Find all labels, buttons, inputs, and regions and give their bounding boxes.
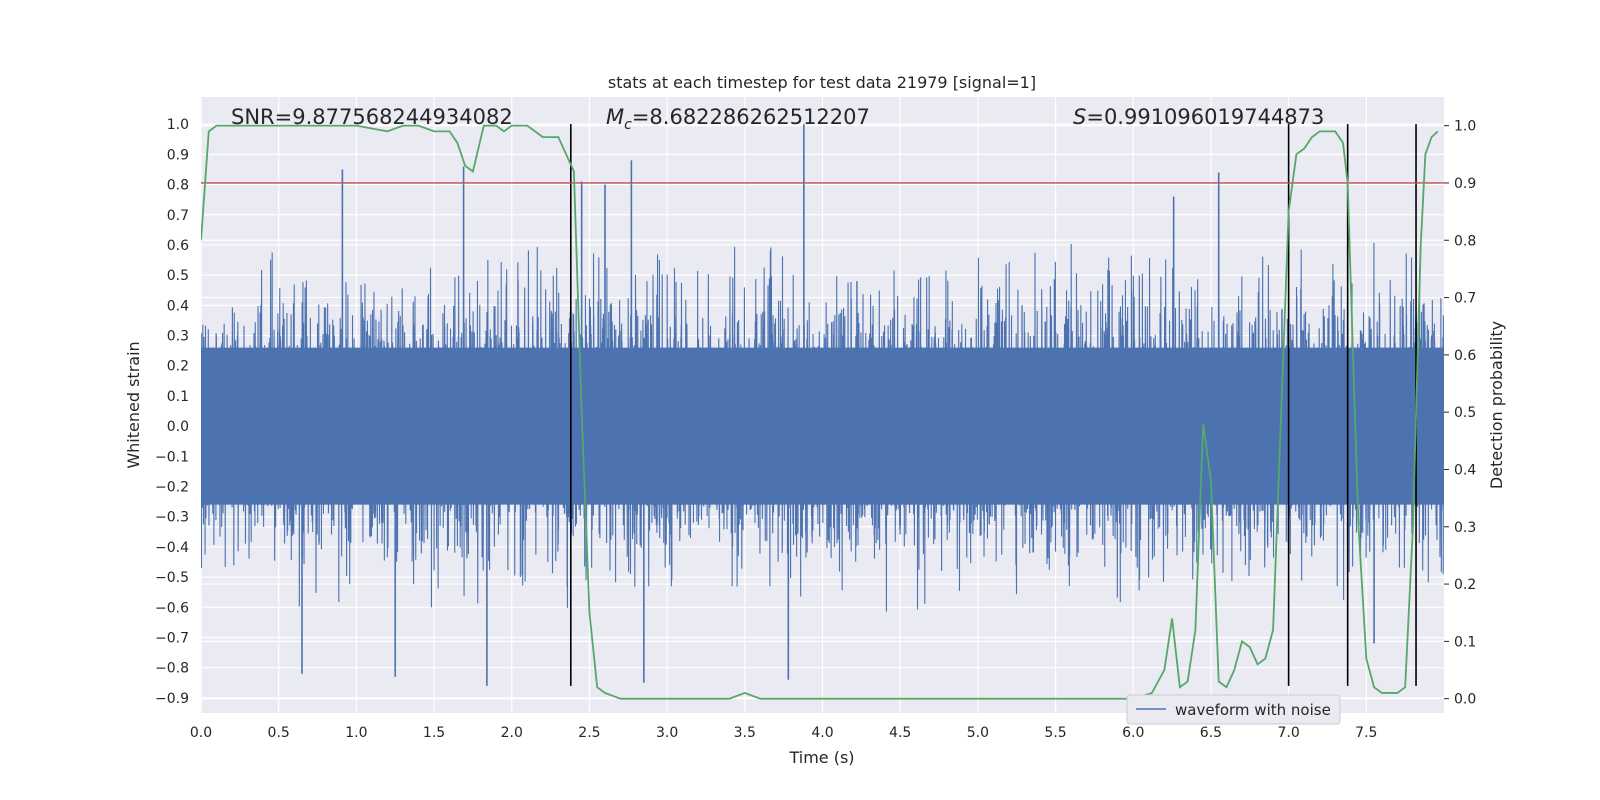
x-tick-label: 7.5 bbox=[1355, 725, 1377, 741]
x-tick-label: 1.5 bbox=[423, 725, 445, 741]
y2-tick-label: 0.9 bbox=[1454, 176, 1476, 192]
y-tick-label: 0.1 bbox=[167, 389, 189, 405]
whitened-strain-series bbox=[201, 124, 1444, 686]
y-tick-label: −0.2 bbox=[155, 480, 189, 496]
y-tick-label: −0.6 bbox=[155, 600, 189, 616]
legend-box bbox=[1126, 694, 1341, 725]
x-tick-label: 6.5 bbox=[1200, 725, 1222, 741]
chirp-mass-annotation: Mc=8.682286262512207 bbox=[606, 105, 870, 133]
x-tick-label: 4.0 bbox=[811, 725, 833, 741]
y2-tick-label: 0.6 bbox=[1454, 348, 1476, 364]
x-axis-label: Time (s) bbox=[788, 748, 854, 767]
y2-tick-label: 0.4 bbox=[1454, 462, 1476, 478]
y-tick-label: 0.0 bbox=[167, 419, 189, 435]
y-tick-label: −0.7 bbox=[155, 631, 189, 647]
strain-core-band bbox=[201, 347, 1444, 505]
y-tick-label: −0.9 bbox=[155, 691, 189, 707]
y-tick-label: 0.5 bbox=[167, 268, 189, 284]
y2-tick-label: 0.1 bbox=[1454, 634, 1476, 650]
x-tick-label: 5.0 bbox=[967, 725, 989, 741]
y-tick-label: −0.3 bbox=[155, 510, 189, 526]
chirp-mass-subscript: c bbox=[624, 117, 632, 133]
x-tick-label: 6.0 bbox=[1122, 725, 1144, 741]
y-axis-ticks: 1.0 0.9 0.8 0.7 0.6 0.5 0.4 0.3 0.2 0.1 0.0 −0.1 −0.… bbox=[155, 117, 189, 707]
legend: waveform with noise bbox=[1126, 694, 1341, 725]
x-tick-label: 2.0 bbox=[501, 725, 523, 741]
y-tick-label: 0.3 bbox=[167, 329, 189, 345]
y2-tick-label: 1.0 bbox=[1454, 119, 1476, 135]
y-tick-label: −0.1 bbox=[155, 449, 189, 465]
x-tick-label: 7.0 bbox=[1277, 725, 1299, 741]
y-tick-label: 0.7 bbox=[167, 208, 189, 224]
chart-title: stats at each timestep for test data 219… bbox=[608, 73, 1036, 92]
s-value: =0.991096019744873 bbox=[1086, 105, 1324, 129]
y-axis-label: Whitened strain bbox=[124, 341, 143, 468]
chirp-mass-value: =8.682286262512207 bbox=[632, 105, 870, 129]
x-tick-label: 3.5 bbox=[734, 725, 756, 741]
y2-tick-label: 0.7 bbox=[1454, 291, 1476, 307]
legend-label: waveform with noise bbox=[1175, 701, 1331, 719]
y2-tick-label: 0.3 bbox=[1454, 520, 1476, 536]
y-tick-label: 0.8 bbox=[167, 178, 189, 194]
y-tick-label: 0.4 bbox=[167, 298, 189, 314]
x-axis-ticks: 0.0 0.5 1.0 1.5 2.0 2.5 3.0 3.5 4.0 4.5 5.0 5.5 6.0 6… bbox=[190, 725, 1378, 741]
x-tick-label: 0.5 bbox=[268, 725, 290, 741]
x-tick-label: 0.0 bbox=[190, 725, 212, 741]
x-tick-label: 5.5 bbox=[1044, 725, 1066, 741]
y2-tick-label: 0.8 bbox=[1454, 233, 1476, 249]
y2-tick-label: 0.0 bbox=[1454, 692, 1476, 708]
x-tick-label: 1.0 bbox=[345, 725, 367, 741]
s-symbol: S bbox=[1073, 105, 1086, 129]
x-tick-label: 4.5 bbox=[889, 725, 911, 741]
y2-axis-label: Detection probability bbox=[1487, 321, 1506, 489]
detection-probability-series bbox=[201, 124, 1439, 700]
y2-tick-label: 0.5 bbox=[1454, 405, 1476, 421]
x-tick-label: 3.0 bbox=[656, 725, 678, 741]
x-tick-label: 2.5 bbox=[578, 725, 600, 741]
y-tick-label: −0.8 bbox=[155, 661, 189, 677]
s-annotation: S=0.991096019744873 bbox=[1073, 105, 1324, 129]
y-tick-label: 0.2 bbox=[167, 359, 189, 375]
y-tick-label: 0.9 bbox=[167, 147, 189, 163]
chirp-mass-symbol: M bbox=[606, 105, 624, 129]
y2-tick-label: 0.2 bbox=[1454, 577, 1476, 593]
probability-line bbox=[201, 124, 1439, 700]
y-tick-label: −0.5 bbox=[155, 570, 189, 586]
snr-annotation: SNR=9.877568244934082 bbox=[231, 105, 513, 129]
y-tick-label: 0.6 bbox=[167, 238, 189, 254]
y-tick-label: 1.0 bbox=[167, 117, 189, 133]
y2-axis-ticks: 1.0 0.9 0.8 0.7 0.6 0.5 0.4 0.3 0.2 0.1 0.0 bbox=[1444, 119, 1476, 708]
y-tick-label: −0.4 bbox=[155, 540, 189, 556]
